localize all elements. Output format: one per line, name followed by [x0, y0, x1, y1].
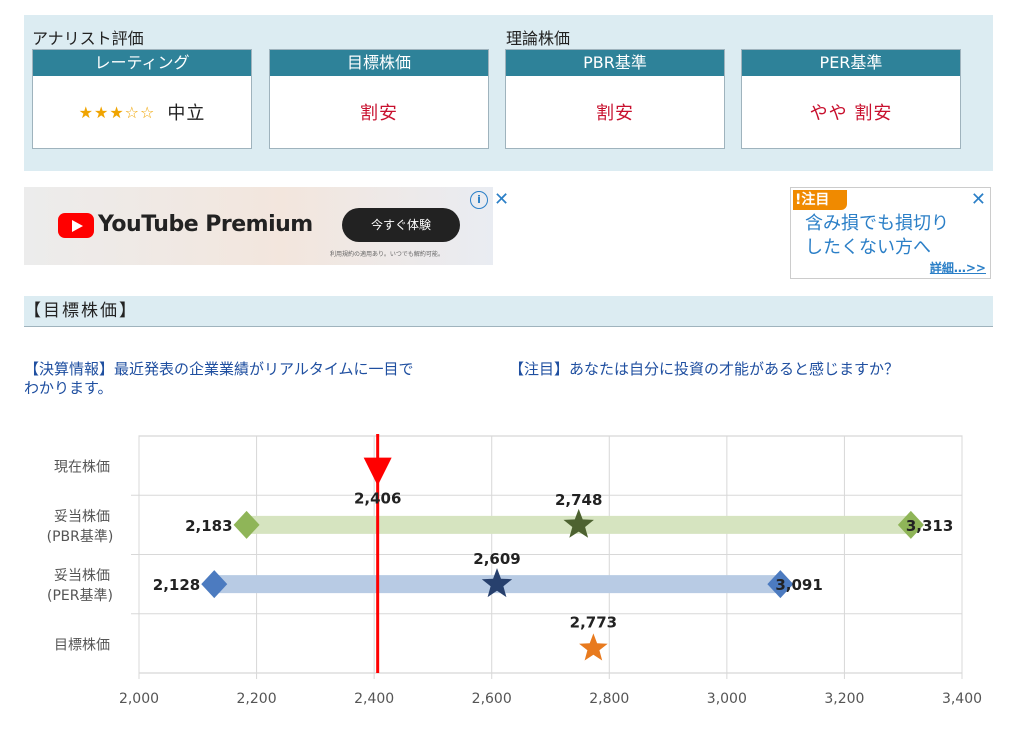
- ad-close-icon[interactable]: ✕: [970, 189, 986, 210]
- ad-copy-line-2: したくない方へ: [805, 237, 931, 258]
- pbr-high-label: 3,313: [906, 517, 953, 535]
- rating-stars-icon: ★★★☆☆: [78, 102, 156, 122]
- pbr-mid-star: [563, 508, 594, 538]
- row-sublabel: (PBR基準): [47, 528, 114, 545]
- row-label: 妥当株価: [54, 509, 110, 525]
- attention-promo-link[interactable]: 【注目】あなたは自分に投資の才能があると感じますか？: [509, 360, 900, 378]
- youtube-premium-ad[interactable]: YouTube Premium 今すぐ体験 利用規約の適用あり。いつでも解約可能…: [24, 187, 509, 265]
- per-card: PER基準 やや 割安: [741, 49, 961, 149]
- current-price-label: 2,406: [354, 490, 401, 508]
- x-tick-label: 2,400: [354, 691, 394, 707]
- target-price-chart: 2,406 2,183 3,313 2,748 2,128 3,091 2,609 2,773…: [47, 434, 982, 707]
- ad-copy: 含み損でも損切り したくない方へ: [805, 212, 949, 260]
- x-tick-label: 2,800: [589, 691, 629, 707]
- ad-copy-line-1: 含み損でも損切り: [805, 213, 949, 234]
- row-label: 妥当株価: [54, 568, 110, 584]
- target-price-card-value: 割安: [360, 103, 398, 124]
- per-low-marker: [201, 570, 228, 599]
- x-tick-label: 3,000: [707, 691, 747, 707]
- x-tick-label: 2,200: [237, 691, 277, 707]
- pbr-high-marker: [897, 510, 924, 539]
- per-mid-star: [481, 568, 513, 598]
- target-price-star: [579, 633, 608, 661]
- earnings-info-link[interactable]: 【決算情報】最近発表の企業業績がリアルタイムに一目で わかります。: [24, 360, 494, 398]
- rating-card: レーティング ★★★☆☆ 中立: [32, 49, 252, 149]
- x-tick-label: 2,000: [119, 691, 159, 707]
- loss-cut-ad[interactable]: !注目 ✕ 含み損でも損切り したくない方へ 詳細…>>: [790, 187, 991, 279]
- theoretical-price-label: 理論株価: [506, 29, 571, 48]
- row-label: 目標株価: [54, 637, 110, 653]
- per-high-label: 3,091: [775, 576, 822, 594]
- per-card-header: PER基準: [742, 50, 960, 76]
- rating-card-header: レーティング: [33, 50, 251, 76]
- earnings-info-line-2: わかります。: [24, 379, 113, 397]
- range-markers: [201, 508, 924, 661]
- pbr-card: PBR基準 割安: [505, 49, 725, 149]
- target-price-label: 2,773: [570, 613, 617, 631]
- pbr-mid-label: 2,748: [555, 491, 602, 509]
- ad-close-icon[interactable]: ✕: [494, 189, 510, 210]
- current-price-marker: [363, 434, 392, 673]
- target-price-card: 目標株価 割安: [269, 49, 489, 149]
- rating-text: 中立: [167, 103, 206, 124]
- x-tick-label: 2,600: [472, 691, 512, 707]
- attention-badge: !注目: [793, 190, 847, 210]
- ad-info-icon[interactable]: i: [470, 191, 488, 209]
- analyst-rating-label: アナリスト評価: [32, 29, 144, 48]
- per-card-value: やや 割安: [809, 103, 893, 124]
- ad-details-link[interactable]: 詳細…>>: [929, 261, 986, 275]
- row-label: 現在株価: [54, 460, 110, 476]
- youtube-logo-icon: [58, 213, 94, 238]
- pbr-low-label: 2,183: [185, 517, 232, 535]
- try-now-button[interactable]: 今すぐ体験: [342, 208, 460, 242]
- data-labels: 2,406 2,183 3,313 2,748 2,128 3,091 2,609 2,773: [153, 490, 954, 632]
- x-tick-label: 3,200: [824, 691, 864, 707]
- target-price-card-header: 目標株価: [270, 50, 488, 76]
- pbr-low-marker: [233, 510, 260, 539]
- youtube-brand-text: YouTube Premium: [98, 212, 313, 237]
- pbr-card-header: PBR基準: [506, 50, 724, 76]
- per-low-label: 2,128: [153, 576, 200, 594]
- ad-disclaimer: 利用規約の適用あり。いつでも解約可能。: [330, 251, 444, 258]
- pbr-card-value: 割安: [596, 103, 634, 124]
- x-tick-label: 3,400: [942, 691, 982, 707]
- per-high-marker: [767, 570, 794, 599]
- earnings-info-line-1: 【決算情報】最近発表の企業業績がリアルタイムに一目で: [24, 360, 414, 378]
- row-sublabel: (PER基準): [47, 587, 113, 604]
- section-title: 【目標株価】: [24, 296, 993, 327]
- current-price-arrow: [363, 457, 392, 486]
- x-axis: 2,000 2,200 2,400 2,600 2,800 3,000 3,200 3,400: [119, 691, 982, 707]
- rating-panel: アナリスト評価 理論株価 レーティング ★★★☆☆ 中立 目標株価 割安 PBR…: [24, 15, 993, 171]
- rating-card-value: ★★★☆☆ 中立: [33, 76, 251, 148]
- chart-grid: [131, 435, 963, 679]
- per-mid-label: 2,609: [473, 550, 520, 568]
